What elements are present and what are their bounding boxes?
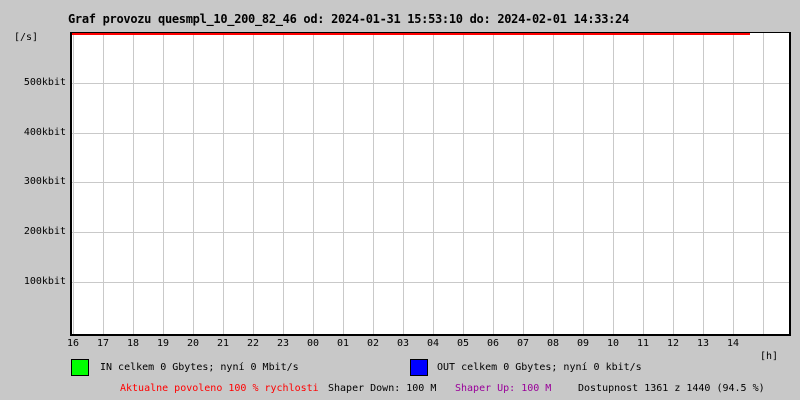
vertical-gridline	[643, 33, 644, 334]
footer-availability: Dostupnost 1361 z 1440 (94.5 %)	[578, 383, 765, 394]
legend-out-swatch	[410, 359, 428, 376]
x-tick-label: 10	[606, 338, 620, 349]
vertical-gridline	[763, 33, 764, 334]
legend-in-label: IN celkem 0 Gbytes; nyní 0 Mbit/s	[100, 362, 299, 373]
vertical-gridline	[343, 33, 344, 334]
vertical-gridline	[283, 33, 284, 334]
vertical-gridline	[313, 33, 314, 334]
x-axis-unit-label: [h]	[759, 351, 778, 362]
y-tick-label: 500kbit	[23, 77, 66, 88]
vertical-gridline	[73, 33, 74, 334]
x-tick-label: 13	[696, 338, 710, 349]
vertical-gridline	[553, 33, 554, 334]
vertical-gridline	[703, 33, 704, 334]
horizontal-gridline	[72, 232, 789, 233]
x-tick-label: 06	[486, 338, 500, 349]
vertical-gridline	[583, 33, 584, 334]
horizontal-gridline	[72, 182, 789, 183]
x-tick-label: 21	[216, 338, 230, 349]
x-tick-label: 02	[366, 338, 380, 349]
x-tick-label: 20	[186, 338, 200, 349]
allowed-speed-limit-line	[72, 33, 750, 35]
y-tick-label: 200kbit	[23, 226, 66, 237]
x-tick-label: 23	[276, 338, 290, 349]
x-tick-label: 14	[726, 338, 740, 349]
x-tick-label: 05	[456, 338, 470, 349]
vertical-gridline	[163, 33, 164, 334]
vertical-gridline	[463, 33, 464, 334]
horizontal-gridline	[72, 83, 789, 84]
footer-shaper-down: Shaper Down: 100 M	[328, 383, 437, 394]
x-tick-label: 03	[396, 338, 410, 349]
footer-shaper-up: Shaper Up: 100 M	[455, 383, 552, 394]
vertical-gridline	[433, 33, 434, 334]
y-tick-label: 100kbit	[23, 276, 66, 287]
x-tick-label: 07	[516, 338, 530, 349]
x-tick-label: 22	[246, 338, 260, 349]
vertical-gridline	[613, 33, 614, 334]
vertical-gridline	[493, 33, 494, 334]
legend-in-swatch	[71, 359, 89, 376]
x-tick-label: 12	[666, 338, 680, 349]
vertical-gridline	[523, 33, 524, 334]
vertical-gridline	[673, 33, 674, 334]
x-tick-label: 18	[126, 338, 140, 349]
x-tick-label: 17	[96, 338, 110, 349]
x-tick-label: 04	[426, 338, 440, 349]
vertical-gridline	[193, 33, 194, 334]
vertical-gridline	[223, 33, 224, 334]
vertical-gridline	[373, 33, 374, 334]
vertical-gridline	[403, 33, 404, 334]
legend-out-label: OUT celkem 0 Gbytes; nyní 0 kbit/s	[437, 362, 642, 373]
horizontal-gridline	[72, 133, 789, 134]
vertical-gridline	[253, 33, 254, 334]
x-tick-label: 09	[576, 338, 590, 349]
x-tick-label: 11	[636, 338, 650, 349]
y-tick-label: 300kbit	[23, 176, 66, 187]
x-tick-label: 00	[306, 338, 320, 349]
horizontal-gridline	[72, 282, 789, 283]
x-tick-label: 19	[156, 338, 170, 349]
x-tick-label: 08	[546, 338, 560, 349]
vertical-gridline	[133, 33, 134, 334]
plot-area	[70, 32, 791, 336]
vertical-gridline	[103, 33, 104, 334]
x-tick-label: 16	[66, 338, 80, 349]
y-tick-label: 400kbit	[23, 127, 66, 138]
footer-allowed-speed: Aktualne povoleno 100 % rychlosti	[120, 383, 319, 394]
vertical-gridline	[733, 33, 734, 334]
x-tick-label: 01	[336, 338, 350, 349]
graph-title: Graf provozu quesmpl_10_200_82_46 od: 20…	[68, 12, 629, 26]
y-axis-unit-label: [/s]	[14, 32, 39, 43]
